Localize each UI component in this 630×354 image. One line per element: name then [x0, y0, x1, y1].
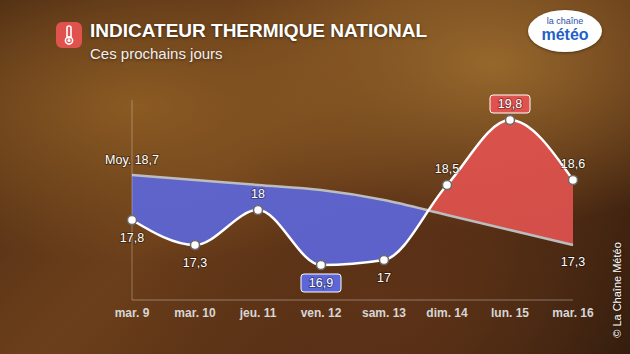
svg-text:18,6: 18,6: [561, 157, 585, 171]
svg-text:mar. 16: mar. 16: [552, 306, 594, 320]
svg-text:dim. 14: dim. 14: [426, 306, 468, 320]
svg-text:17,3: 17,3: [183, 256, 207, 270]
svg-text:18: 18: [251, 187, 265, 201]
svg-text:17,3: 17,3: [561, 255, 585, 269]
svg-text:mar. 9: mar. 9: [115, 306, 150, 320]
svg-text:lun. 15: lun. 15: [491, 306, 529, 320]
html-text:la chaîne: la chaîne: [546, 16, 584, 26]
html-text:© La Chaîne Météo: © La Chaîne Météo: [611, 242, 623, 338]
html-text:météo: météo: [541, 26, 589, 43]
svg-text:19,8: 19,8: [498, 97, 522, 111]
svg-text:mar. 10: mar. 10: [174, 306, 216, 320]
html-text:Ces prochains jours: Ces prochains jours: [90, 45, 223, 62]
svg-text:Moy. 18,7: Moy. 18,7: [105, 153, 159, 167]
svg-text:18,5: 18,5: [435, 162, 459, 176]
svg-text:16,9: 16,9: [309, 276, 333, 290]
svg-text:17,8: 17,8: [120, 231, 144, 245]
html-text:INDICATEUR THERMIQUE NATIONAL: INDICATEUR THERMIQUE NATIONAL: [90, 20, 428, 41]
svg-text:ven. 12: ven. 12: [301, 306, 342, 320]
svg-text:jeu. 11: jeu. 11: [239, 306, 277, 320]
svg-text:17: 17: [377, 271, 391, 285]
svg-text:sam. 13: sam. 13: [362, 306, 406, 320]
